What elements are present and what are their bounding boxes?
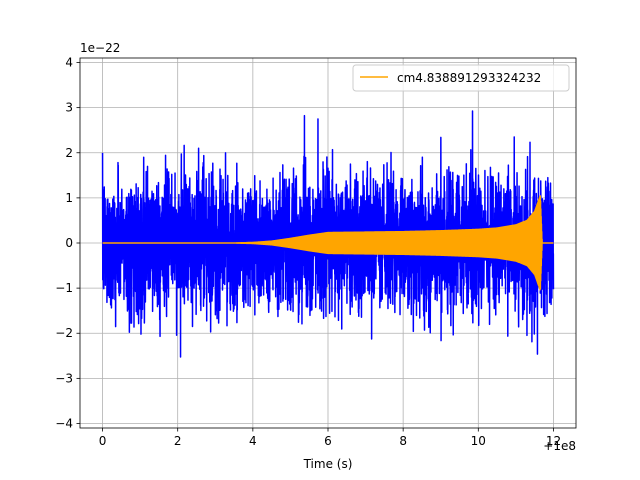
y-tick-label: −3: [55, 371, 73, 385]
x-tick-label: 4: [249, 434, 257, 448]
x-axis-label: Time (s): [303, 457, 353, 471]
x-offset-label: +1e8: [543, 439, 576, 453]
y-axis-ticks: −4 −3 −2 −1 0 1 2 3 4: [55, 56, 80, 430]
noise-series-line: [101, 110, 555, 358]
x-tick-label: 2: [174, 434, 182, 448]
y-tick-label: 3: [65, 101, 73, 115]
y-tick-label: 0: [65, 236, 73, 250]
y-tick-label: −1: [55, 281, 73, 295]
y-tick-label: −2: [55, 326, 73, 340]
y-tick-label: 2: [65, 146, 73, 160]
x-tick-label: 12: [546, 434, 561, 448]
x-axis-ticks: 0 2 4 6 8 10 12: [99, 428, 561, 448]
x-tick-label: 8: [399, 434, 407, 448]
y-scale-label: 1e−22: [80, 41, 120, 55]
x-tick-label: 0: [99, 434, 107, 448]
legend-box: [352, 64, 570, 92]
x-tick-label: 10: [471, 434, 486, 448]
y-tick-label: −4: [55, 416, 73, 430]
y-tick-label: 1: [65, 191, 73, 205]
legend-entry-chirp: cm4.838891293324232: [397, 71, 541, 85]
y-tick-label: 4: [65, 56, 73, 70]
chirp-series-line: [101, 195, 555, 291]
x-tick-label: 6: [324, 434, 332, 448]
series-layer: [101, 110, 555, 358]
legend: cm4.838891293324232: [352, 64, 570, 92]
